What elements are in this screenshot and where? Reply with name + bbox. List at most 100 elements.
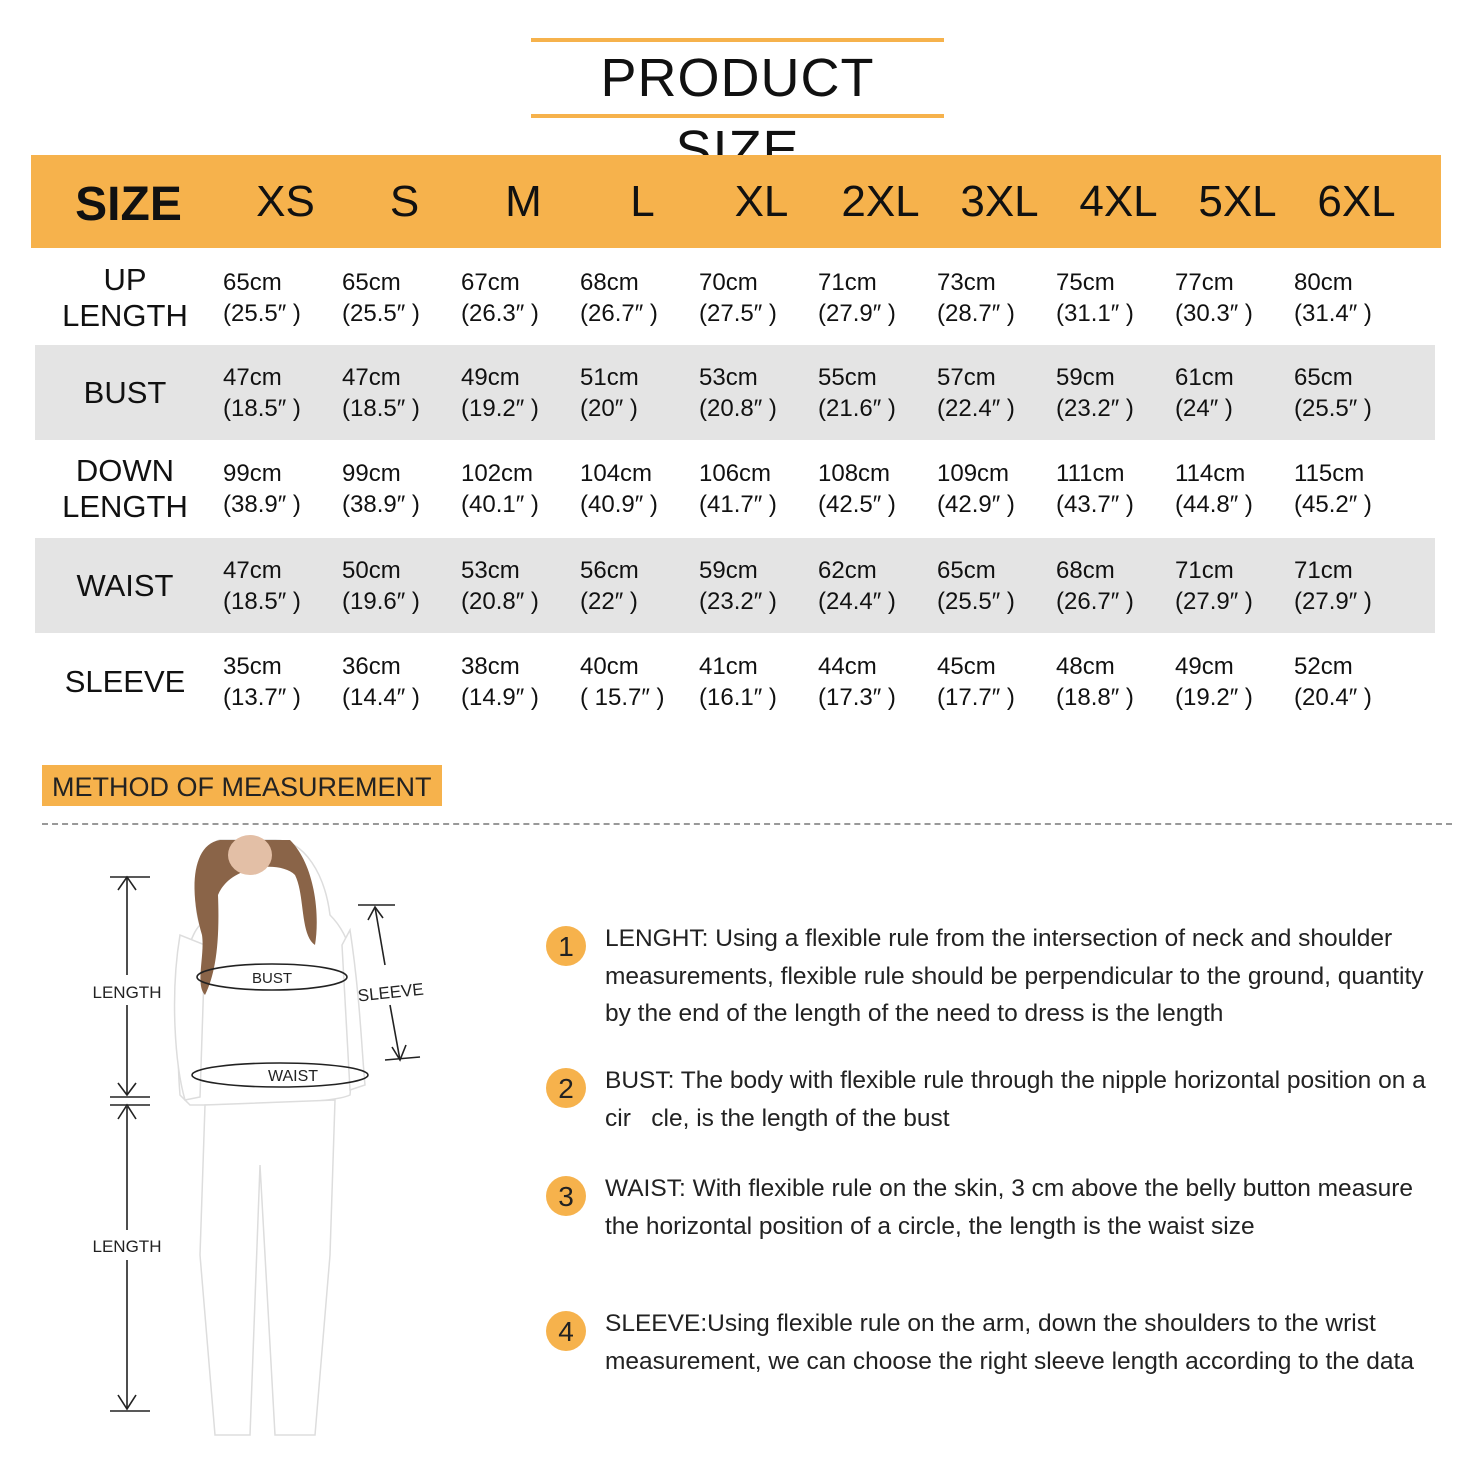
table-cell: 53cm (20.8″ ) (691, 362, 810, 424)
table-cell: 49cm (19.2″ ) (1167, 651, 1286, 713)
cell-cm: 65cm (937, 556, 996, 584)
step-number-badge: 1 (546, 926, 586, 966)
cell-cm: 50cm (342, 556, 401, 584)
cell-inch: (40.1″ ) (461, 490, 539, 518)
cell-cm: 48cm (1056, 652, 1115, 680)
size-header-4xl: 4XL (1079, 176, 1158, 226)
table-cell: 68cm (26.7″ ) (1048, 555, 1167, 617)
size-header-m: M (505, 176, 542, 226)
cell-cm: 70cm (699, 268, 758, 296)
table-row: WAIST 47cm (18.5″ ) 50cm (19.6″ ) 53cm (20.8″ … (35, 538, 1435, 633)
cell-inch: (25.5″ ) (937, 587, 1015, 615)
cell-cm: 65cm (223, 268, 282, 296)
cell-inch: (20.4″ ) (1294, 683, 1372, 711)
cell-cm: 71cm (818, 268, 877, 296)
cell-cm: 56cm (580, 556, 639, 584)
cell-inch: (19.2″ ) (1175, 683, 1253, 711)
table-row: BUST 47cm (18.5″ ) 47cm (18.5″ ) 49cm (19.2″ )… (35, 345, 1435, 440)
page-title: PRODUCT SIZE (600, 48, 875, 180)
cell-cm: 73cm (937, 268, 996, 296)
table-cell: 115cm (45.2″ ) (1286, 458, 1405, 520)
cell-cm: 38cm (461, 652, 520, 680)
table-cell: 52cm (20.4″ ) (1286, 651, 1405, 713)
cell-cm: 75cm (1056, 268, 1115, 296)
cell-cm: 47cm (223, 556, 282, 584)
cell-inch: (44.8″ ) (1175, 490, 1253, 518)
cell-inch: (24.4″ ) (818, 587, 896, 615)
cell-cm: 49cm (1175, 652, 1234, 680)
size-header-l: L (630, 176, 655, 226)
cell-cm: 115cm (1294, 459, 1365, 487)
cell-cm: 41cm (699, 652, 758, 680)
cell-cm: 111cm (1056, 459, 1125, 487)
cell-cm: 99cm (223, 459, 282, 487)
cell-cm: 80cm (1294, 268, 1353, 296)
cell-cm: 53cm (461, 556, 520, 584)
table-cell: 65cm (25.5″ ) (215, 267, 334, 329)
cell-inch: (42.5″ ) (818, 490, 896, 518)
method-item: 2 BUST: The body with flexible rule throu… (546, 1062, 1446, 1137)
cell-cm: 49cm (461, 363, 520, 391)
cell-inch: (16.1″ ) (699, 683, 777, 711)
model-illustration (173, 839, 366, 1436)
cell-inch: (38.9″ ) (223, 490, 301, 518)
size-header-5xl: 5XL (1198, 176, 1277, 226)
cell-cm: 59cm (1056, 363, 1115, 391)
table-cell: 71cm (27.9″ ) (1286, 555, 1405, 617)
method-title: METHOD OF MEASUREMENT (42, 765, 442, 806)
size-header-3xl: 3XL (960, 176, 1039, 226)
table-cell: 104cm (40.9″ ) (572, 458, 691, 520)
cell-inch: (20.8″ ) (461, 587, 539, 615)
cell-inch: (38.9″ ) (342, 490, 420, 518)
table-cell: 65cm (25.5″ ) (929, 555, 1048, 617)
table-cell: 36cm (14.4″ ) (334, 651, 453, 713)
cell-inch: (18.5″ ) (342, 394, 420, 422)
table-cell: 68cm (26.7″ ) (572, 267, 691, 329)
cell-inch: (31.1″ ) (1056, 299, 1134, 327)
size-header-xl: XL (734, 176, 789, 226)
table-row: UP LENGTH 65cm (25.5″ ) 65cm (25.5″ ) 67cm (26… (35, 250, 1435, 345)
cell-cm: 109cm (937, 459, 1010, 487)
cell-inch: (42.9″ ) (937, 490, 1015, 518)
table-cell: 48cm (18.8″ ) (1048, 651, 1167, 713)
cell-inch: (23.2″ ) (1056, 394, 1134, 422)
size-header-2xl: 2XL (841, 176, 920, 226)
table-cell: 47cm (18.5″ ) (215, 555, 334, 617)
table-cell: 38cm (14.9″ ) (453, 651, 572, 713)
table-cell: 53cm (20.8″ ) (453, 555, 572, 617)
method-item: 3 WAIST: With flexible rule on the skin, … (546, 1170, 1446, 1245)
cell-inch: (13.7″ ) (223, 683, 301, 711)
cell-cm: 68cm (580, 268, 639, 296)
cell-inch: (41.7″ ) (699, 490, 777, 518)
cell-cm: 61cm (1175, 363, 1234, 391)
cell-inch: (18.5″ ) (223, 587, 301, 615)
cell-inch: (18.5″ ) (223, 394, 301, 422)
cell-cm: 65cm (342, 268, 401, 296)
table-cell: 47cm (18.5″ ) (215, 362, 334, 424)
table-cell: 99cm (38.9″ ) (334, 458, 453, 520)
dashed-divider (42, 823, 1452, 825)
table-cell: 111cm (43.7″ ) (1048, 458, 1167, 520)
step-number-badge: 4 (546, 1311, 586, 1351)
row-label: WAIST (76, 567, 174, 603)
cell-inch: (25.5″ ) (223, 299, 301, 327)
cell-inch: (40.9″ ) (580, 490, 658, 518)
cell-cm: 59cm (699, 556, 758, 584)
title-banner: PRODUCT SIZE (531, 38, 944, 180)
cell-inch: (22″ ) (580, 587, 638, 615)
size-table-header: SIZE XS S M L XL 2XL 3XL 4XL 5XL 6XL (31, 155, 1441, 248)
table-cell: 56cm (22″ ) (572, 555, 691, 617)
cell-inch: (20″ ) (580, 394, 638, 422)
cell-inch: (17.7″ ) (937, 683, 1015, 711)
table-cell: 71cm (27.9″ ) (810, 267, 929, 329)
row-label: SLEEVE (64, 663, 186, 699)
cell-inch: (43.7″ ) (1056, 490, 1134, 518)
method-item: 1 LENGHT: Using a flexible rule from the … (546, 920, 1446, 1033)
waist-label: WAIST (268, 1068, 318, 1085)
table-cell: 71cm (27.9″ ) (1167, 555, 1286, 617)
size-header-s: S (389, 176, 420, 226)
cell-inch: (27.9″ ) (818, 299, 896, 327)
table-cell: 49cm (19.2″ ) (453, 362, 572, 424)
cell-cm: 52cm (1294, 652, 1353, 680)
